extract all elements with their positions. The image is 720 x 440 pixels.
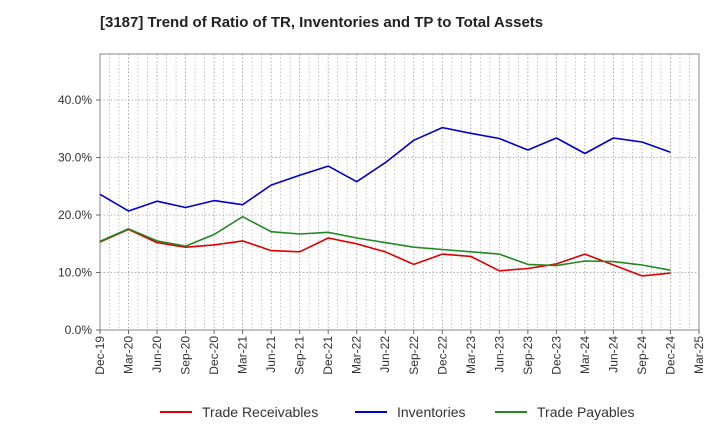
y-tick-label: 20.0% — [58, 208, 92, 222]
x-tick-label: Sep-20 — [179, 336, 193, 375]
x-tick-label: Sep-21 — [293, 336, 307, 375]
series-lines — [99, 126, 671, 277]
y-tick-label: 0.0% — [65, 323, 93, 337]
x-tick-label: Dec-19 — [93, 336, 107, 375]
x-axis: Dec-19 Mar-20 Jun-20 Sep-20 Dec-20 Mar-21 Jun-… — [93, 330, 706, 375]
legend-swatch — [355, 411, 387, 413]
legend-label: Trade Receivables — [202, 404, 319, 420]
y-tick-label: 30.0% — [58, 151, 92, 165]
x-tick-label: Jun-20 — [150, 336, 164, 373]
legend-item: Trade Payables — [495, 404, 635, 420]
x-tick-label: Dec-23 — [549, 336, 563, 375]
x-tick-label: Sep-24 — [635, 336, 649, 375]
x-tick-label: Jun-23 — [492, 336, 506, 373]
grid-lines — [99, 54, 700, 331]
x-tick-label: Dec-22 — [435, 336, 449, 375]
x-tick-label: Mar-24 — [578, 336, 592, 374]
y-tick-label: 40.0% — [58, 93, 92, 107]
legend-item: Trade Receivables — [160, 404, 318, 420]
legend-swatch — [495, 411, 527, 413]
series-line — [99, 215, 671, 271]
legend-swatch — [160, 411, 192, 413]
legend-label: Inventories — [397, 404, 466, 420]
plot-area-frame — [99, 53, 700, 331]
y-tick-label: 10.0% — [58, 266, 92, 280]
x-tick-label: Jun-21 — [264, 336, 278, 373]
x-tick-label: Sep-22 — [407, 336, 421, 375]
x-tick-label: Mar-20 — [122, 336, 136, 374]
x-tick-label: Mar-23 — [464, 336, 478, 374]
x-tick-label: Dec-24 — [663, 336, 677, 375]
x-tick-label: Jun-22 — [378, 336, 392, 373]
x-tick-label: Mar-25 — [692, 336, 706, 374]
chart-title: [3187] Trend of Ratio of TR, Inventories… — [100, 14, 544, 31]
legend-label: Trade Payables — [537, 404, 635, 420]
y-axis: 0.0% 10.0% 20.0% 30.0% 40.0% — [58, 93, 100, 337]
series-line — [99, 126, 671, 212]
x-tick-label: Sep-23 — [521, 336, 535, 375]
legend-item: Inventories — [355, 404, 465, 420]
legend: Trade Receivables Inventories Trade Payabl… — [0, 404, 720, 426]
x-tick-label: Dec-21 — [321, 336, 335, 375]
x-tick-label: Dec-20 — [207, 336, 221, 375]
x-tick-label: Mar-21 — [236, 336, 250, 374]
x-tick-label: Jun-24 — [606, 336, 620, 373]
x-tick-label: Mar-22 — [350, 336, 364, 374]
series-line — [99, 228, 671, 277]
